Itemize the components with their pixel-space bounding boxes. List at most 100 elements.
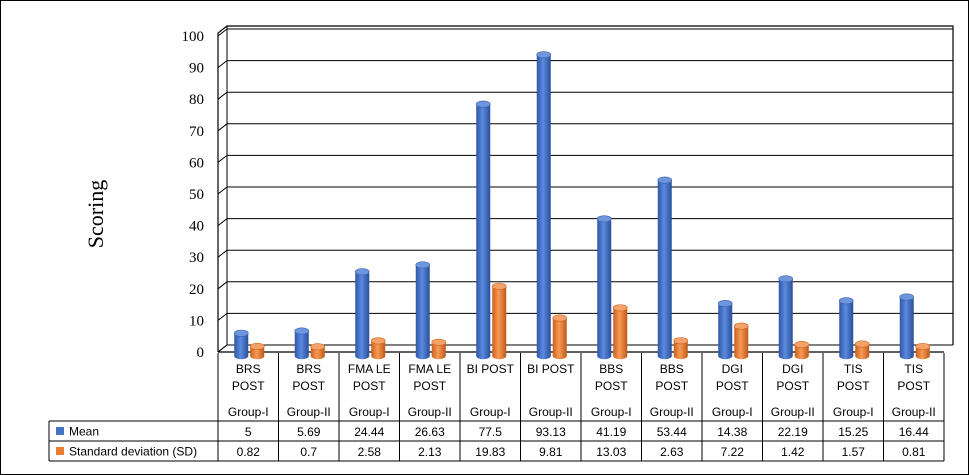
category-label: BBS [660,362,684,376]
category-label: BI POST [467,362,515,376]
bar-body [310,346,325,356]
category-label: POST [897,379,930,393]
legend-key [56,427,64,435]
gridline [217,60,953,68]
data-table-value: 5 [245,425,252,439]
category-label: POST [292,379,325,393]
gridline [217,123,953,132]
bar-mean [294,327,310,360]
gridline [217,91,953,100]
bar-base [371,352,386,360]
bar-top [491,282,507,290]
bar-top [778,275,794,283]
y-tick-labels: 0 10 20 30 40 50 60 70 80 90 100 [182,29,205,361]
data-table-value: 26.63 [415,425,445,439]
category-label: TIS [844,362,863,376]
category-label: POST [413,379,446,393]
category-label: POST [716,379,749,393]
category-label: POST [655,379,688,393]
bar-body [718,303,733,356]
bar-base [613,352,628,360]
bar-base [476,352,491,360]
bar-base [899,352,914,360]
y-axis-label: Scoring [83,180,108,248]
y-tick-label: 40 [189,219,204,235]
bar-body [899,297,914,356]
data-table-value: 1.42 [781,445,805,459]
category-label: DGI [782,362,803,376]
bar-top [354,268,370,276]
category-group-label: Group-II [650,405,694,419]
bar-body [855,344,870,356]
bar-sd [310,343,326,360]
data-table-value: 0.82 [237,445,261,459]
bar-mean [536,51,552,360]
bar-body [839,300,854,356]
bar-sd [915,342,931,360]
bar-top [249,342,265,350]
category-label: FMA LE [348,362,391,376]
gridlines [217,28,953,353]
category-label: TIS [904,362,923,376]
data-table-value: 77.5 [479,425,503,439]
data-table-value: 53.44 [657,425,687,439]
gridline [217,218,953,226]
bar-top [915,342,931,350]
bar-top [794,341,810,349]
bar-top [370,337,386,345]
bar-mean [657,176,673,360]
gridline [217,249,953,258]
gridline [217,312,953,321]
category-label: POST [595,379,628,393]
bar-top [657,176,673,184]
bar-mean [778,275,794,360]
bar-base [415,352,430,360]
data-table-value: 41.19 [596,425,626,439]
bar-mean [899,293,915,360]
y-tick-label: 30 [189,250,204,266]
bar-top [612,304,628,312]
category-label: POST [776,379,809,393]
bar-body [794,344,809,356]
bar-base [294,352,309,360]
bar-body [597,218,612,356]
category-label: BBS [599,362,623,376]
bar-base [431,352,446,360]
bar-top [294,327,310,335]
data-table-value: 15.25 [838,425,868,439]
category-group-label: Group-I [228,405,269,419]
data-table-value: 5.69 [297,425,321,439]
data-table-value: 2.63 [660,445,684,459]
bar-base [734,352,749,360]
data-table-value: 93.13 [536,425,566,439]
category-group-label: Group-II [287,405,331,419]
bar-base [778,352,793,360]
bar-base [794,352,809,360]
category-group-label: Group-II [892,405,936,419]
y-tick-label: 70 [189,124,204,140]
data-table-value: 7.22 [721,445,745,459]
category-group-label: Group-I [591,405,632,419]
bar-body [536,54,551,357]
bar-mean [415,261,431,360]
bar-body [673,340,688,356]
legend-label: Standard deviation (SD) [69,445,197,459]
data-table: BRS POST Group-I BRS POST Group-II FMA LE POST G… [48,353,945,462]
bar-top [431,338,447,346]
bar-body [234,333,249,356]
bar-sd [370,337,386,360]
data-table-value: 19.83 [475,445,505,459]
category-label: DGI [722,362,743,376]
y-tick-label: 0 [197,345,205,361]
legend-key [56,447,64,455]
bar-base [552,352,567,360]
category-label: POST [353,379,386,393]
bar-base [855,352,870,360]
bar-sd [491,282,507,360]
bar-body [476,104,491,356]
category-label: BRS [296,362,321,376]
data-table-value: 24.44 [354,425,384,439]
data-table-value: 0.7 [300,445,317,459]
bar-top [233,329,249,337]
